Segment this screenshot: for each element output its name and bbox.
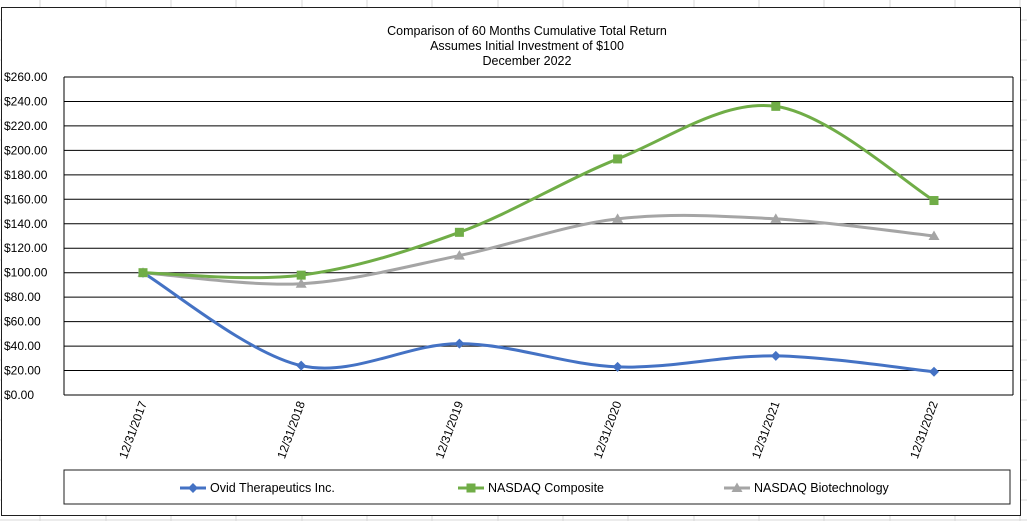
x-tick-label: 12/31/2019: [433, 399, 467, 461]
chart-title-line-3: December 2022: [483, 54, 572, 68]
series-line: [142, 271, 935, 374]
data-point-diamond: [296, 360, 307, 371]
data-point-square: [929, 196, 939, 206]
chart-title-line-2: Assumes Initial Investment of $100: [430, 39, 624, 53]
legend-label: NASDAQ Composite: [488, 481, 604, 495]
y-tick-label: $20.00: [4, 364, 41, 378]
y-tick-label: $60.00: [4, 315, 41, 329]
data-point-triangle: [453, 250, 465, 260]
legend-box: [63, 469, 1011, 505]
legend-label: NASDAQ Biotechnology: [754, 481, 890, 495]
y-tick-label: $220.00: [4, 119, 48, 133]
data-point-square: [454, 227, 464, 237]
y-axis-tick-labels: $0.00 $20.00 $40.00 $60.00 $80.00 $100.00 $120…: [4, 70, 48, 402]
x-tick-label: 12/31/2017: [116, 399, 150, 461]
series-line: [142, 213, 935, 286]
y-tick-label: $240.00: [4, 94, 48, 108]
data-point-triangle: [295, 278, 307, 288]
data-point-square: [296, 270, 306, 280]
legend-marker-diamond: [188, 483, 198, 493]
data-point-square: [613, 154, 623, 164]
y-tick-label: $0.00: [4, 388, 34, 402]
legend-item[interactable]: NASDAQ Composite: [458, 481, 604, 495]
legend-marker-square: [466, 483, 476, 493]
data-point-diamond: [770, 350, 781, 361]
x-tick-label: 12/31/2021: [749, 399, 783, 461]
legend-item[interactable]: NASDAQ Biotechnology: [724, 481, 890, 495]
x-tick-label: 12/31/2018: [274, 399, 308, 461]
legend-label: Ovid Therapeutics Inc.: [210, 481, 335, 495]
y-tick-label: $160.00: [4, 192, 48, 206]
data-point-diamond: [454, 338, 465, 349]
series-nasdaq-composite[interactable]: [138, 101, 939, 280]
legend[interactable]: Ovid Therapeutics Inc. NASDAQ Composite NA…: [63, 469, 1011, 505]
chart-title-line-1: Comparison of 60 Months Cumulative Total…: [387, 24, 667, 38]
x-axis-tick-labels: 12/31/2017 12/31/2018 12/31/2019 12/31/2020…: [116, 399, 941, 461]
y-tick-label: $120.00: [4, 241, 48, 255]
data-point-triangle: [928, 230, 940, 240]
x-tick-label: 12/31/2022: [907, 399, 941, 461]
x-tick-label: 12/31/2020: [591, 399, 625, 461]
y-tick-label: $200.00: [4, 143, 48, 157]
data-point-diamond: [929, 366, 939, 377]
chart-area[interactable]: [1, 7, 1021, 516]
y-tick-label: $100.00: [4, 266, 48, 280]
plot-gridlines: [63, 76, 1014, 396]
legend-marker-triangle: [731, 482, 743, 492]
y-tick-label: $260.00: [4, 70, 48, 84]
data-point-square: [771, 101, 781, 111]
legend-item[interactable]: Ovid Therapeutics Inc.: [180, 481, 335, 495]
chart-title: Comparison of 60 Months Cumulative Total…: [387, 24, 667, 68]
data-point-triangle: [612, 213, 624, 223]
y-tick-label: $80.00: [4, 290, 41, 304]
y-tick-label: $140.00: [4, 217, 48, 231]
y-tick-label: $40.00: [4, 339, 41, 353]
series-line: [142, 104, 935, 280]
data-point-triangle: [770, 213, 782, 223]
data-point-diamond: [612, 361, 623, 372]
data-point-square: [138, 268, 148, 278]
y-tick-label: $180.00: [4, 168, 48, 182]
series-lines: [137, 101, 940, 377]
